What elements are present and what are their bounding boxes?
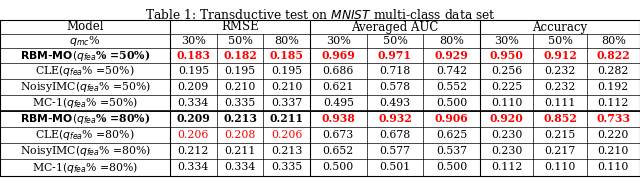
Text: Table 1: Transductive test on $\it{MNIST}$ multi-class data set: Table 1: Transductive test on $\it{MNIST… [145, 8, 495, 22]
Text: MC-1$(q_{fea}$% =80%): MC-1$(q_{fea}$% =80%) [32, 160, 138, 175]
Text: 0.213: 0.213 [271, 146, 302, 156]
Text: 0.230: 0.230 [491, 146, 522, 156]
Text: 0.230: 0.230 [491, 130, 522, 140]
Text: 0.495: 0.495 [323, 98, 354, 108]
Text: 0.195: 0.195 [178, 66, 209, 76]
Text: 0.195: 0.195 [225, 66, 255, 76]
Text: 0.185: 0.185 [269, 50, 303, 61]
Text: 50%: 50% [548, 36, 572, 46]
Text: 0.282: 0.282 [598, 66, 629, 76]
Text: MC-1$(q_{fea}$% =50%): MC-1$(q_{fea}$% =50%) [32, 96, 138, 110]
Text: 0.212: 0.212 [178, 146, 209, 156]
Text: 0.733: 0.733 [596, 113, 630, 125]
Text: 0.578: 0.578 [380, 82, 411, 92]
Text: 0.852: 0.852 [543, 113, 577, 125]
Text: 0.182: 0.182 [223, 50, 257, 61]
Text: 0.950: 0.950 [490, 50, 524, 61]
Text: 0.920: 0.920 [490, 113, 524, 125]
Text: 0.112: 0.112 [598, 98, 629, 108]
Text: CLE$(q_{fea}$% =80%): CLE$(q_{fea}$% =80%) [35, 127, 134, 142]
Text: 0.969: 0.969 [321, 50, 355, 61]
Text: 50%: 50% [228, 36, 252, 46]
Text: 0.192: 0.192 [598, 82, 629, 92]
Text: 0.225: 0.225 [491, 82, 522, 92]
Text: 0.110: 0.110 [544, 163, 576, 173]
Text: 0.335: 0.335 [271, 163, 302, 173]
Text: 80%: 80% [439, 36, 464, 46]
Text: 0.932: 0.932 [378, 113, 412, 125]
Text: 0.232: 0.232 [544, 82, 576, 92]
Text: 0.213: 0.213 [223, 113, 257, 125]
Text: 0.929: 0.929 [435, 50, 468, 61]
Text: 0.217: 0.217 [545, 146, 575, 156]
Text: RMSE: RMSE [221, 21, 259, 33]
Text: $\bf{RBM}$-$\bf{MO}$$(q_{fea}$% =50%): $\bf{RBM}$-$\bf{MO}$$(q_{fea}$% =50%) [20, 48, 150, 63]
Text: 0.822: 0.822 [596, 50, 630, 61]
Text: 0.206: 0.206 [271, 130, 302, 140]
Text: 0.211: 0.211 [224, 146, 256, 156]
Text: 80%: 80% [274, 36, 299, 46]
Text: NoisyIMC$(q_{fea}$% =80%): NoisyIMC$(q_{fea}$% =80%) [20, 144, 150, 158]
Text: 0.334: 0.334 [178, 163, 209, 173]
Text: 0.678: 0.678 [380, 130, 411, 140]
Text: Model: Model [67, 21, 104, 33]
Text: Accuracy: Accuracy [532, 21, 588, 33]
Text: 0.111: 0.111 [544, 98, 576, 108]
Text: 0.210: 0.210 [598, 146, 629, 156]
Text: 30%: 30% [181, 36, 206, 46]
Text: 0.112: 0.112 [491, 163, 522, 173]
Text: 0.334: 0.334 [225, 163, 255, 173]
Text: 0.652: 0.652 [323, 146, 354, 156]
Text: 0.256: 0.256 [491, 66, 522, 76]
Text: 0.493: 0.493 [380, 98, 411, 108]
Text: 0.912: 0.912 [543, 50, 577, 61]
Text: 0.206: 0.206 [178, 130, 209, 140]
Text: 0.906: 0.906 [435, 113, 468, 125]
Text: 0.195: 0.195 [271, 66, 302, 76]
Text: 0.537: 0.537 [436, 146, 467, 156]
Text: 0.686: 0.686 [323, 66, 354, 76]
Text: 0.110: 0.110 [491, 98, 522, 108]
Text: Averaged AUC: Averaged AUC [351, 21, 438, 33]
Text: 0.337: 0.337 [271, 98, 302, 108]
Text: 0.938: 0.938 [321, 113, 355, 125]
Text: 0.210: 0.210 [271, 82, 302, 92]
Text: 0.210: 0.210 [224, 82, 256, 92]
Text: CLE$(q_{fea}$% =50%): CLE$(q_{fea}$% =50%) [35, 64, 134, 79]
Text: 0.183: 0.183 [177, 50, 211, 61]
Text: $\bf{RBM}$-$\bf{MO}$$(q_{fea}$% =80%): $\bf{RBM}$-$\bf{MO}$$(q_{fea}$% =80%) [20, 112, 150, 127]
Text: NoisyIMC$(q_{fea}$% =50%): NoisyIMC$(q_{fea}$% =50%) [20, 79, 150, 95]
Text: 0.110: 0.110 [598, 163, 629, 173]
Text: 0.625: 0.625 [436, 130, 467, 140]
Text: 0.220: 0.220 [598, 130, 629, 140]
Text: 0.552: 0.552 [436, 82, 467, 92]
Text: 80%: 80% [601, 36, 626, 46]
Text: 0.335: 0.335 [225, 98, 255, 108]
Text: 0.209: 0.209 [177, 113, 210, 125]
Text: 50%: 50% [383, 36, 408, 46]
Text: 0.500: 0.500 [436, 98, 467, 108]
Text: 0.971: 0.971 [378, 50, 412, 61]
Text: 0.209: 0.209 [178, 82, 209, 92]
Text: $q_{mc}$%: $q_{mc}$% [69, 34, 100, 48]
Text: 0.211: 0.211 [269, 113, 303, 125]
Text: 0.742: 0.742 [436, 66, 467, 76]
Text: 30%: 30% [494, 36, 519, 46]
Text: 0.621: 0.621 [323, 82, 354, 92]
Text: 0.334: 0.334 [178, 98, 209, 108]
Text: 30%: 30% [326, 36, 351, 46]
Text: 0.718: 0.718 [380, 66, 411, 76]
Text: 0.500: 0.500 [323, 163, 354, 173]
Text: 0.208: 0.208 [224, 130, 256, 140]
Text: 0.501: 0.501 [380, 163, 411, 173]
Text: 0.232: 0.232 [544, 66, 576, 76]
Text: 0.673: 0.673 [323, 130, 354, 140]
Text: 0.500: 0.500 [436, 163, 467, 173]
Text: 0.215: 0.215 [545, 130, 575, 140]
Text: 0.577: 0.577 [380, 146, 410, 156]
